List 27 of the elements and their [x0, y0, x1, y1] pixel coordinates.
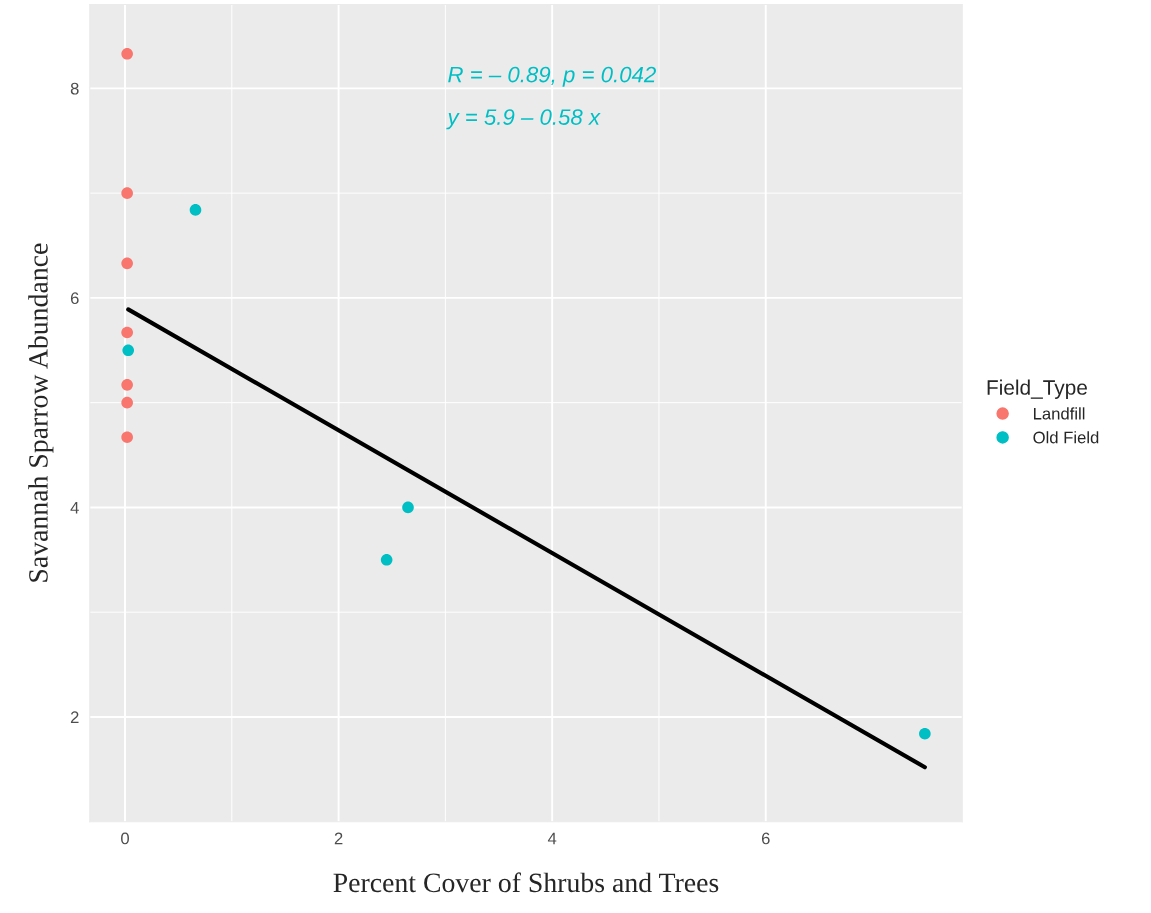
- x-tick-label: 6: [761, 832, 770, 845]
- annotation: y = 5.9 – 0.58 x: [446, 109, 601, 130]
- point: [402, 501, 414, 514]
- point: [122, 344, 135, 357]
- y-tick-label: 8: [70, 82, 79, 95]
- y-tick-label: 4: [70, 501, 79, 514]
- legend-label: Old Field: [1033, 431, 1099, 444]
- point: [121, 379, 133, 391]
- point: [919, 727, 931, 740]
- x-tick-label: 2: [334, 832, 343, 845]
- annotation: R = – 0.89, p = 0.042: [448, 66, 656, 87]
- x-axis-title: Percent Cover of Shrubs and Trees: [333, 872, 719, 893]
- legend-label: Landfill: [1033, 407, 1085, 420]
- point: [121, 257, 133, 270]
- legend-title: Field_Type: [987, 379, 1087, 399]
- point: [189, 204, 202, 216]
- point: [380, 553, 393, 566]
- point: [121, 396, 133, 409]
- x-tick-label: 0: [121, 832, 129, 845]
- point: [121, 326, 133, 339]
- y-tick-label: 2: [70, 711, 79, 723]
- point: [121, 187, 133, 199]
- x-tick-label: 4: [547, 832, 557, 845]
- point: [121, 47, 133, 60]
- point: [121, 431, 133, 444]
- y-tick-label: 6: [70, 292, 79, 305]
- y-axis-title: Savannah Sparrow Abundance: [28, 243, 54, 582]
